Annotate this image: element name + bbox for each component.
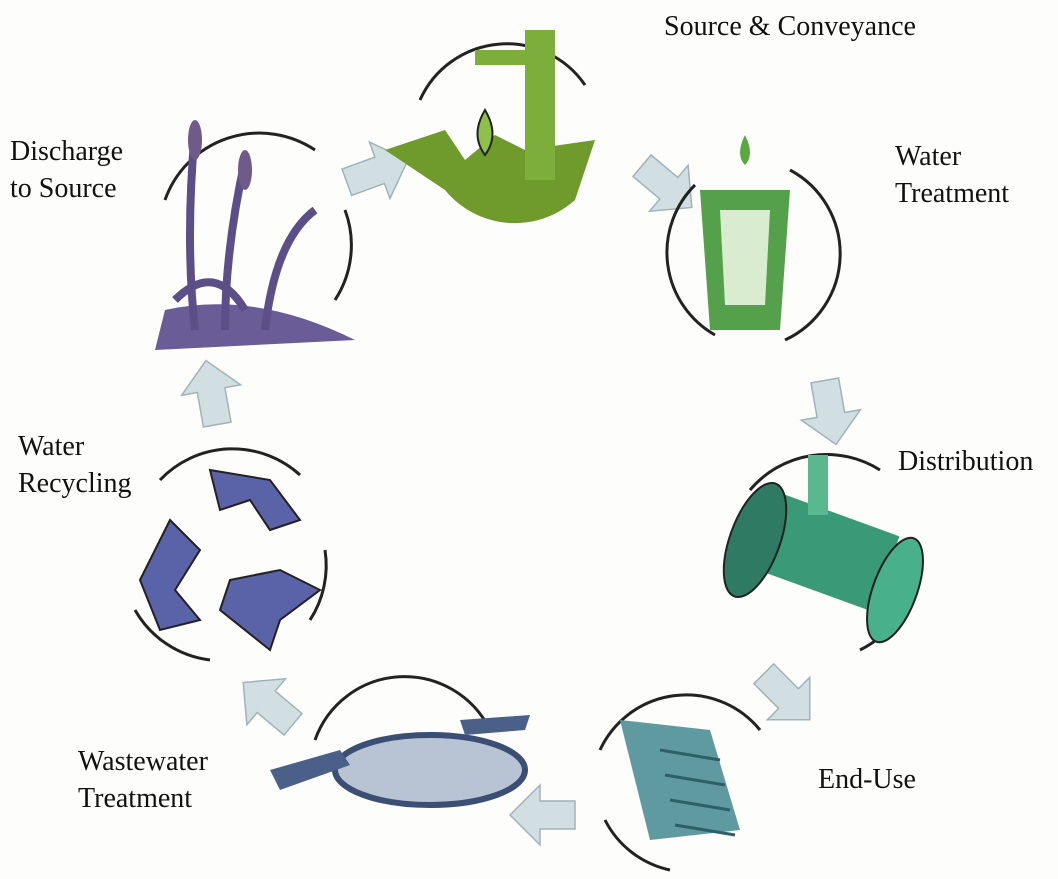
node-label: Distribution (898, 446, 1033, 477)
node-label: Wastewater (78, 746, 209, 777)
node-label: Water (895, 141, 962, 172)
node-label: Water (18, 431, 85, 462)
arrow (799, 377, 863, 446)
icon-wetland (155, 120, 355, 350)
node-label: Discharge (10, 136, 123, 167)
arrow (179, 359, 243, 428)
icon-clarifier (270, 675, 530, 808)
arrow (341, 140, 409, 201)
labels: Source & Conveyance Water Treatment Distrib… (10, 11, 1033, 814)
node-label: to Source (10, 173, 117, 204)
icon-glass (665, 135, 842, 342)
node-label: Treatment (78, 783, 192, 814)
arrow (631, 153, 693, 213)
icon-recycle (133, 447, 328, 662)
icon-pump (385, 30, 595, 224)
arrow (752, 662, 811, 721)
node-label: Treatment (895, 178, 1009, 209)
arrow (508, 783, 576, 847)
icon-pipe (722, 452, 924, 652)
arrows (179, 140, 863, 847)
node-label: Source & Conveyance (664, 11, 916, 42)
node-label: End-Use (818, 764, 916, 795)
arrow (242, 677, 304, 737)
node-label: Recycling (18, 468, 132, 499)
icon-shower (598, 693, 762, 872)
